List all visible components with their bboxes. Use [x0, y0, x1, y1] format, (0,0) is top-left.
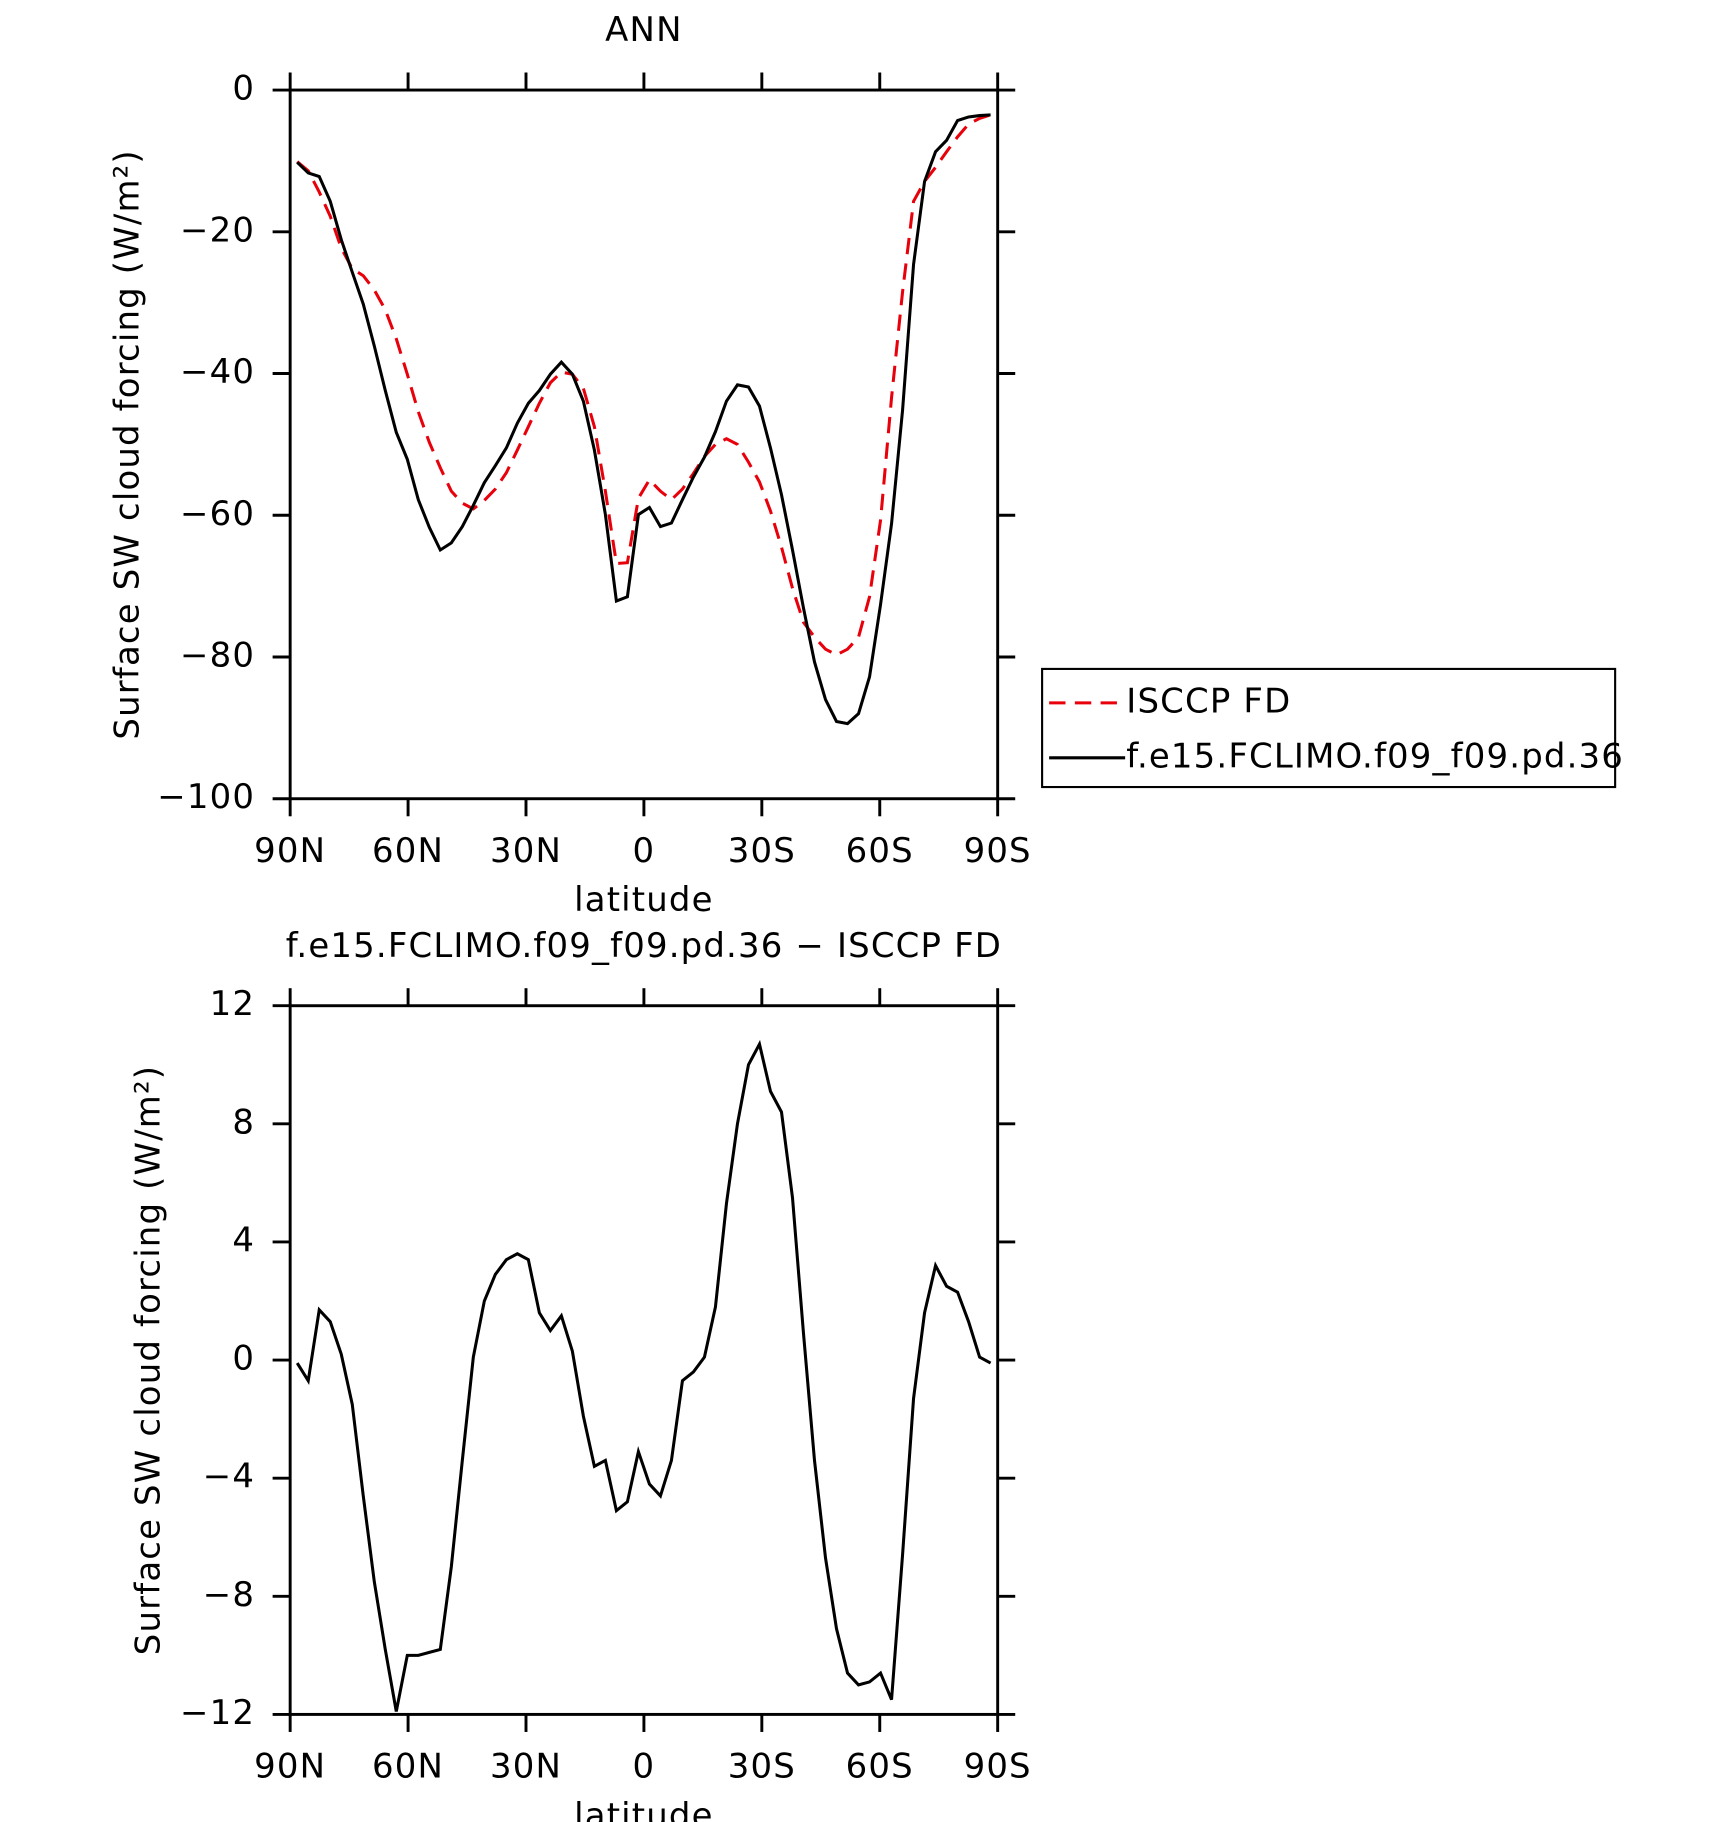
x-tick-label: 60S: [846, 1747, 914, 1786]
x-tick-label: 60N: [372, 1747, 444, 1786]
y-tick-label: 4: [232, 1220, 255, 1259]
y-tick-label: 0: [232, 1339, 255, 1378]
y-tick-label: −4: [203, 1457, 255, 1496]
x-tick-label: 0: [633, 1747, 656, 1786]
chart-title: f.e15.FCLIMO.f09_f09.pd.36 − ISCCP FD: [286, 926, 1002, 965]
legend-label: ISCCP FD: [1126, 681, 1291, 720]
y-tick-label: −100: [157, 777, 255, 816]
data-line: [295, 1039, 992, 1712]
legend-box: [1041, 667, 1617, 789]
plot-frame: [288, 1004, 1000, 1716]
y-tick-label: −40: [180, 352, 255, 391]
y-tick-label: 12: [210, 984, 255, 1023]
y-tick-label: 0: [232, 69, 255, 108]
x-tick-label: 30N: [490, 831, 562, 870]
x-tick-label: 0: [633, 831, 656, 870]
plot-frame: [288, 88, 1000, 801]
x-tick-label: 90N: [254, 1747, 326, 1786]
y-tick-label: −12: [180, 1693, 255, 1732]
x-tick-label: 90S: [964, 1747, 1032, 1786]
x-axis-label: latitude: [574, 1796, 713, 1822]
y-tick-label: −20: [180, 210, 255, 249]
y-axis-label: Surface SW cloud forcing (W/m²): [107, 149, 146, 739]
y-tick-label: −80: [180, 635, 255, 674]
x-tick-label: 60S: [846, 831, 914, 870]
x-tick-label: 90S: [964, 831, 1032, 870]
x-tick-label: 30N: [490, 1747, 562, 1786]
x-tick-label: 90N: [254, 831, 326, 870]
legend-label: f.e15.FCLIMO.f09_f09.pd.36: [1126, 736, 1624, 775]
data-line: [296, 113, 991, 726]
y-axis-label: Surface SW cloud forcing (W/m²): [128, 1065, 167, 1655]
x-tick-label: 30S: [728, 1747, 796, 1786]
chart-title: ANN: [605, 10, 682, 49]
x-axis-label: latitude: [574, 880, 713, 919]
x-tick-label: 60N: [372, 831, 444, 870]
y-tick-label: −60: [180, 494, 255, 533]
data-line: [296, 113, 992, 657]
y-tick-label: 8: [232, 1102, 255, 1141]
x-tick-label: 30S: [728, 831, 796, 870]
y-tick-label: −8: [203, 1575, 255, 1614]
